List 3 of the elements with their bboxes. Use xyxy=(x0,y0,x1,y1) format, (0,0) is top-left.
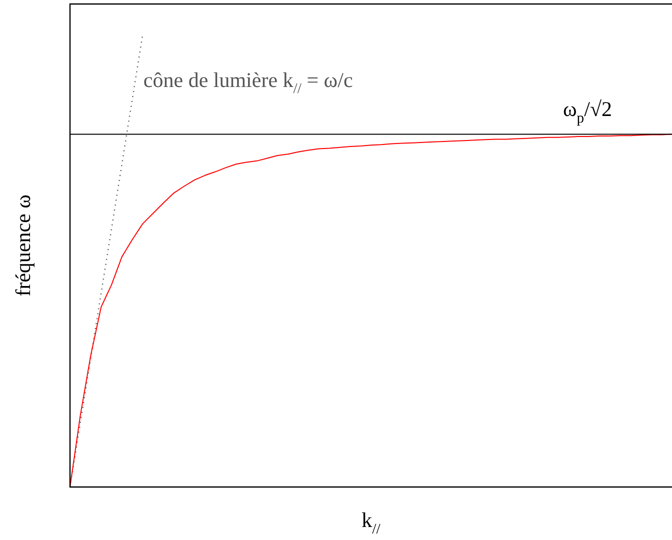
y-axis-title: fréquence ω xyxy=(11,194,35,296)
x-axis-title: k// xyxy=(362,508,382,538)
series-label: cône de lumière k// = ω/c xyxy=(143,68,353,98)
